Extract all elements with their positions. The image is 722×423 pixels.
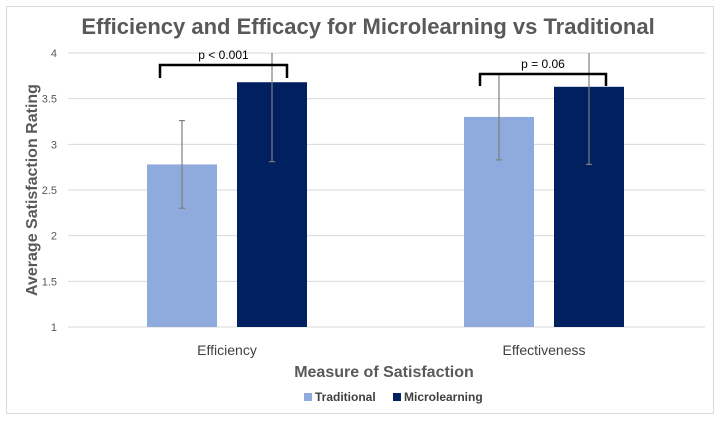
chart-title: Efficiency and Efficacy for Microlearnin…: [81, 14, 654, 39]
legend-label-traditional: Traditional: [315, 390, 376, 404]
y-tick-label: 3: [51, 139, 57, 151]
y-tick-label: 1.5: [42, 276, 57, 288]
y-tick-label: 3.5: [42, 94, 57, 106]
x-axis-title: Measure of Satisfaction: [294, 364, 474, 381]
y-tick-label: 4: [51, 48, 57, 60]
significance-label: p < 0.001: [198, 48, 249, 62]
x-category-label: Efficiency: [197, 342, 257, 358]
legend-swatch-traditional: [304, 393, 312, 401]
y-tick-label: 2: [51, 231, 57, 243]
significance-label: p = 0.06: [521, 57, 565, 71]
legend-label-microlearning: Microlearning: [404, 390, 483, 404]
y-tick-label: 1: [51, 322, 57, 334]
significance-bracket: [478, 72, 608, 86]
x-category-label: Effectiveness: [502, 342, 585, 358]
significance-bracket: [158, 63, 289, 78]
y-axis-title: Average Satisfaction Rating: [24, 84, 41, 296]
y-tick-label: 2.5: [42, 185, 57, 197]
legend-swatch-microlearning: [393, 393, 401, 401]
